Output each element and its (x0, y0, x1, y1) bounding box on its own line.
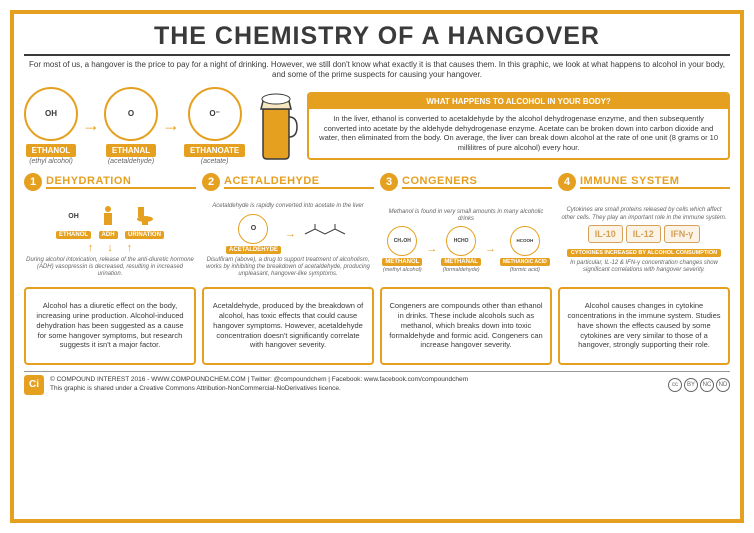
section-title: CONGENERS (402, 175, 552, 189)
section-number: 3 (380, 173, 398, 191)
methanoic-icon: HCOOH (510, 226, 540, 256)
molecule-pathway: OH ETHANOL (ethyl alcohol) → O ETHANAL (… (24, 87, 245, 165)
arrow-icon: → (162, 115, 180, 136)
mol-ethanal: O ETHANAL (acetaldehyde) (104, 87, 158, 165)
toilet-icon (131, 203, 157, 229)
section-number: 4 (558, 173, 576, 191)
beer-icon (253, 91, 299, 161)
cytokine-badge: IL-10 (588, 225, 623, 243)
section-number: 1 (24, 173, 42, 191)
cytokines: IL-10 IL-12 IFN-γ (588, 225, 701, 243)
info-box: WHAT HAPPENS TO ALCOHOL IN YOUR BODY? In… (307, 92, 730, 160)
cc-icons: cc BY NC ND (668, 378, 730, 392)
disulfiram-structure (300, 221, 350, 247)
section-title: IMMUNE SYSTEM (580, 175, 730, 189)
cytokine-badge: IL-12 (626, 225, 661, 243)
sections-row: 1 DEHYDRATION OH ETHANOL ADH URINATION ↑… (24, 173, 730, 365)
acetaldehyde-icon: O (238, 214, 268, 244)
section-caption: Disulfiram (above), a drug to support tr… (202, 257, 374, 279)
section-dehydration: 1 DEHYDRATION OH ETHANOL ADH URINATION ↑… (24, 173, 196, 365)
section-top-caption: Cytokines are small proteins released by… (558, 207, 730, 221)
ci-logo: Ci (24, 375, 44, 395)
section-immune: 4 IMMUNE SYSTEM Cytokines are small prot… (558, 173, 730, 365)
top-row: OH ETHANOL (ethyl alcohol) → O ETHANAL (… (24, 87, 730, 165)
info-header: WHAT HAPPENS TO ALCOHOL IN YOUR BODY? (309, 94, 728, 109)
section-title: ACETALDEHYDE (224, 175, 374, 189)
section-body: Alcohol causes changes in cytokine conce… (558, 287, 730, 365)
section-caption: In particular, IL-12 & IFN-γ concentrati… (558, 260, 730, 274)
up-arrows: ↑↓↑ (88, 242, 133, 254)
main-title: THE CHEMISTRY OF A HANGOVER (24, 22, 730, 56)
by-icon: BY (684, 378, 698, 392)
section-body: Acetaldehyde, produced by the breakdown … (202, 287, 374, 365)
nc-icon: NC (700, 378, 714, 392)
section-acetaldehyde: 2 ACETALDEHYDE Acetaldehyde is rapidly c… (202, 173, 374, 365)
footer: Ci © COMPOUND INTEREST 2016 - WWW.COMPOU… (24, 371, 730, 395)
footer-line2: This graphic is shared under a Creative … (50, 385, 662, 393)
methanol-icon: CH₃OH (387, 226, 417, 256)
footer-line1: © COMPOUND INTEREST 2016 - WWW.COMPOUNDC… (50, 376, 662, 384)
section-caption: During alcohol intoxication, release of … (24, 257, 196, 279)
page: THE CHEMISTRY OF A HANGOVER For most of … (0, 0, 754, 533)
arrow-icon: → (82, 115, 100, 136)
section-number: 2 (202, 173, 220, 191)
mol-ethanoate: O⁻ ETHANOATE (acetate) (184, 87, 245, 165)
info-body: In the liver, ethanol is converted to ac… (309, 109, 728, 158)
arrow-icon: → (485, 243, 496, 255)
intro-text: For most of us, a hangover is the price … (24, 60, 730, 81)
section-top-caption: Acetaldehyde is rapidly converted into a… (210, 203, 365, 210)
methanal-icon: HCHO (446, 226, 476, 256)
section-body: Congeners are compounds other than ethan… (380, 287, 552, 365)
ethanol-icon: OH (61, 203, 87, 229)
frame: THE CHEMISTRY OF A HANGOVER For most of … (10, 10, 744, 523)
section-title: DEHYDRATION (46, 175, 196, 189)
cytokine-label: CYTOKINES INCREASED BY ALCOHOL CONSUMPTI… (567, 249, 721, 257)
arrow-icon: → (426, 243, 437, 255)
nd-icon: ND (716, 378, 730, 392)
cytokine-badge: IFN-γ (664, 225, 701, 243)
mol-ethanol: OH ETHANOL (ethyl alcohol) (24, 87, 78, 165)
cc-icon: cc (668, 378, 682, 392)
person-icon (95, 203, 121, 229)
section-body: Alcohol has a diuretic effect on the bod… (24, 287, 196, 365)
arrow-icon: → (285, 228, 296, 240)
section-top-caption: Methanol is found in very small amounts … (380, 209, 552, 223)
section-congeners: 3 CONGENERS Methanol is found in very sm… (380, 173, 552, 365)
